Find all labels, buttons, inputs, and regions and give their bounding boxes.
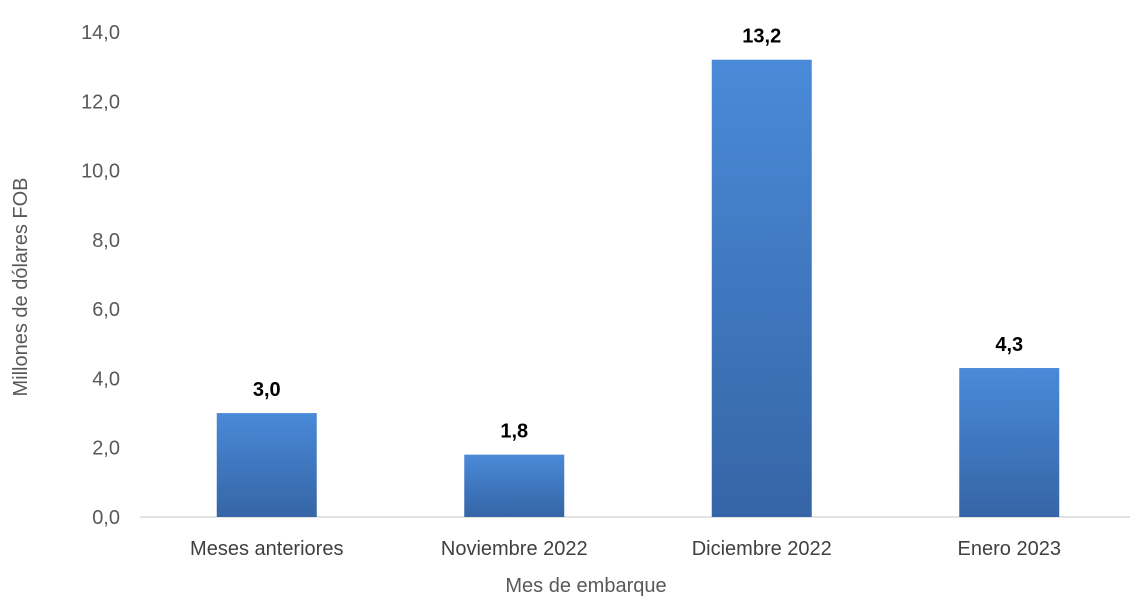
y-tick-label: 4,0 [92,368,120,390]
bar [464,454,565,517]
data-label: 1,8 [500,421,528,443]
y-tick-label: 2,0 [92,438,120,460]
data-label: 3,0 [253,379,281,401]
y-tick-label: 14,0 [81,22,120,44]
y-tick-label: 10,0 [81,161,120,183]
y-tick-label: 0,0 [92,507,120,529]
x-category-label: Diciembre 2022 [692,538,832,560]
data-labels: 3,0 1,8 13,2 4,3 [253,26,1023,443]
data-label: 4,3 [995,334,1023,356]
bars [216,59,1060,517]
y-axis-ticks: 0,0 2,0 4,0 6,0 8,0 10,0 12,0 14,0 [81,22,120,529]
y-tick-label: 12,0 [81,91,120,113]
bar [216,413,317,517]
data-label: 13,2 [742,26,781,48]
y-tick-label: 6,0 [92,299,120,321]
bar [711,59,812,517]
x-axis-title: Mes de embarque [505,575,666,597]
x-category-label: Enero 2023 [958,538,1061,560]
x-axis-categories: Meses anteriores Noviembre 2022 Diciembre … [190,538,1061,560]
y-tick-label: 8,0 [92,230,120,252]
y-axis-title: Millones de dólares FOB [10,178,32,397]
bar [959,368,1060,517]
x-category-label: Meses anteriores [190,538,343,560]
x-category-label: Noviembre 2022 [441,538,588,560]
